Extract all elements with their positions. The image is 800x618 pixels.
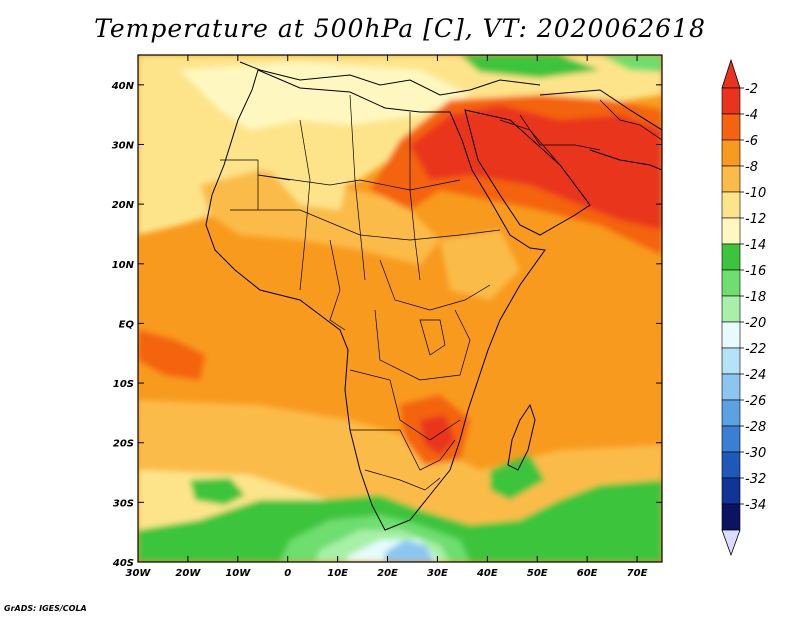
lon-tick-label: 10E xyxy=(327,568,348,579)
colorbar-swatch xyxy=(721,399,741,427)
colorbar-label: -10 xyxy=(745,186,766,201)
colorbar-label: -24 xyxy=(745,368,766,383)
colorbar-swatch xyxy=(721,243,741,271)
colorbar-swatch xyxy=(721,165,741,193)
lon-tick-label: 70E xyxy=(627,568,648,579)
border-line xyxy=(349,369,461,441)
field-atlantic-green-blob xyxy=(190,478,245,505)
colorbar-swatch xyxy=(721,503,741,531)
border-line xyxy=(599,99,662,141)
colorbar-under-arrow xyxy=(721,529,741,557)
map-frame xyxy=(137,54,663,563)
border-line xyxy=(299,119,311,291)
field-northeast-red xyxy=(410,105,662,230)
colorbar-label: -8 xyxy=(745,160,758,175)
colorbar-label: -2 xyxy=(745,82,758,97)
coastlines xyxy=(205,61,662,531)
field-sahara-yellow xyxy=(200,170,440,265)
colorbar-label: -4 xyxy=(745,108,758,123)
border-line xyxy=(409,112,421,281)
field-north-mediterranean-green xyxy=(460,55,600,78)
colorbar-swatch xyxy=(721,113,741,141)
europe-coast xyxy=(239,61,541,96)
africa-coastline xyxy=(205,69,546,531)
colorbar-swatch xyxy=(721,191,741,219)
colorbar-swatch xyxy=(721,269,741,297)
colorbar-swatch xyxy=(721,477,741,505)
colorbar-label: -14 xyxy=(745,238,766,253)
lat-tick-label: 10S xyxy=(113,379,134,390)
colorbar-label: -30 xyxy=(745,446,766,461)
colorbar-swatch xyxy=(721,87,741,115)
lat-tick-label: 40S xyxy=(112,558,134,569)
border-line xyxy=(349,94,366,281)
lat-tick-label: 30N xyxy=(112,140,135,151)
colorbar-label: -20 xyxy=(745,316,766,331)
lon-tick-label: 30E xyxy=(427,568,448,579)
lon-tick-label: 10W xyxy=(225,568,251,579)
lat-tick-label: 30S xyxy=(113,498,134,509)
lon-tick-label: 40E xyxy=(476,568,498,579)
lon-tick-label: 50E xyxy=(527,568,548,579)
colorbar-label: -34 xyxy=(745,498,766,513)
arabia-coast xyxy=(464,109,591,236)
lon-tick-label: 0 xyxy=(284,568,291,579)
border-line xyxy=(419,319,446,356)
border-line xyxy=(374,309,471,381)
colorbar-label: -26 xyxy=(745,394,766,409)
lat-tick-label: 40N xyxy=(111,81,135,92)
field-east-africa-yellow xyxy=(440,230,520,300)
temperature-field xyxy=(138,55,662,562)
border-line xyxy=(230,209,501,241)
colorbar-label: -32 xyxy=(745,472,766,487)
colorbar-label: -12 xyxy=(745,212,766,227)
colorbar-label: -6 xyxy=(745,134,758,149)
lon-tick-label: 30W xyxy=(126,568,152,579)
colorbar-over-arrow xyxy=(721,58,741,89)
field-indian-green xyxy=(490,455,545,500)
field-north-pale xyxy=(180,62,470,130)
border-line xyxy=(499,114,601,166)
field-southern-blue xyxy=(385,540,435,562)
border-line xyxy=(220,159,291,210)
colorbar-swatch xyxy=(721,217,741,245)
lat-tick-label: 20S xyxy=(113,439,134,450)
colorbar-legend: -2 -4 -6 -8 -10 -12 -14 -16 -18 -20 -22 -24 -26 -28 -3… xyxy=(721,58,766,557)
border-line xyxy=(350,429,456,471)
colorbar-swatch xyxy=(721,295,741,323)
border-line xyxy=(364,469,441,491)
colorbar-swatch xyxy=(721,451,741,479)
colorbar-label: -18 xyxy=(745,290,766,305)
lat-tick-label: 10N xyxy=(112,260,135,271)
axis-ticks: 30W 20W 10W 0 10E 20E 30E 40E 50E 60E 70E 40N 30N 20N… xyxy=(111,55,662,579)
lat-tick-label: 20N xyxy=(112,200,135,211)
lon-tick-label: 20E xyxy=(377,568,398,579)
colorbar-swatch xyxy=(721,139,741,167)
madagascar-coast xyxy=(507,403,536,471)
colorbar-swatch xyxy=(721,321,741,349)
colorbar-label: -28 xyxy=(745,420,766,435)
colorbar-label: -16 xyxy=(745,264,766,279)
colorbar-swatch xyxy=(721,347,741,375)
colorbar-label: -22 xyxy=(745,342,766,357)
border-line xyxy=(379,259,491,311)
border-line xyxy=(329,239,346,331)
lat-tick-label: EQ xyxy=(119,319,135,330)
border-line xyxy=(257,174,461,191)
field-north-east-green xyxy=(600,55,662,72)
asia-coast xyxy=(539,89,662,171)
lon-tick-label: 20W xyxy=(175,568,201,579)
colorbar-swatch xyxy=(721,425,741,453)
field-atlantic-east-orange xyxy=(138,330,205,380)
map-title: Temperature at 500hPa [C], VT: 202006261… xyxy=(94,14,706,43)
grads-credit: GrADS: IGES/COLA xyxy=(4,604,87,613)
lon-tick-label: 60E xyxy=(577,568,598,579)
country-borders xyxy=(220,94,662,491)
colorbar-swatch xyxy=(721,373,741,401)
